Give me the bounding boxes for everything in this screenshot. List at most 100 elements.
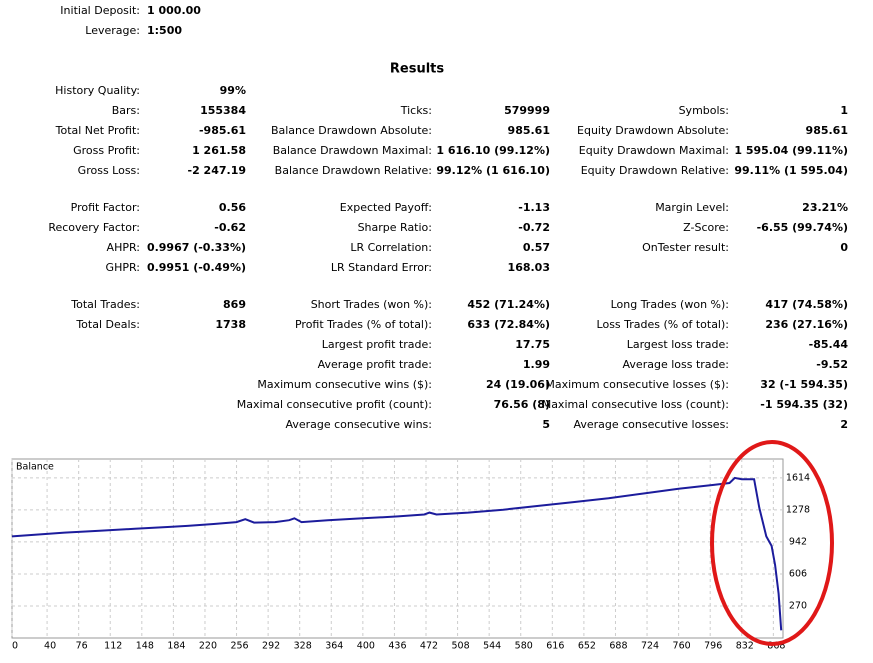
field-value: -9.52 [816,358,848,371]
field-label: Sharpe Ratio: [358,221,432,234]
field-value: 985.61 [806,124,848,137]
field-value: 99% [220,84,246,97]
field-label: Z-Score: [683,221,729,234]
field-value: 1:500 [147,24,182,37]
field-value: 452 (71.24%) [467,298,550,311]
field-label: Balance Drawdown Maximal: [273,144,432,157]
field-value: 869 [223,298,246,311]
x-tick-label: 868 [767,641,785,652]
field-value: 1 [840,104,848,117]
field-value: -6.55 (99.74%) [757,221,848,234]
y-tick-label: 942 [789,536,807,547]
field-label: Average consecutive wins: [285,418,432,431]
field-value: -985.61 [199,124,246,137]
field-value: 633 (72.84%) [467,318,550,331]
field-label: Gross Profit: [73,144,140,157]
field-value: 32 (-1 594.35) [760,378,848,391]
x-tick-label: 328 [294,641,312,652]
field-value: 1738 [215,318,246,331]
field-label: Maximum consecutive wins ($): [257,378,432,391]
field-label: Bars: [112,104,140,117]
field-label: Loss Trades (% of total): [597,318,729,331]
field-value: 1.99 [523,358,550,371]
chart-title: Balance [16,462,54,473]
field-label: Average profit trade: [318,358,432,371]
x-tick-label: 436 [388,641,406,652]
chart-frame [11,458,784,639]
field-value: 579999 [504,104,550,117]
results-title: Results [390,62,444,77]
x-tick-label: 580 [515,641,533,652]
x-tick-label: 256 [230,641,248,652]
field-value: -0.62 [214,221,246,234]
field-label: Long Trades (won %): [611,298,729,311]
field-label: Maximum consecutive losses ($): [545,378,729,391]
x-tick-label: 652 [578,641,596,652]
field-label: Total Net Profit: [55,124,140,137]
field-value: 23.21% [802,201,848,214]
field-value: -1.13 [518,201,550,214]
x-tick-label: 508 [452,641,470,652]
field-value: 0.57 [523,241,550,254]
field-value: 1 000.00 [147,4,201,17]
field-value: 168.03 [508,261,550,274]
x-tick-label: 0 [12,641,18,652]
field-label: Average consecutive losses: [573,418,729,431]
field-value: 0.9951 (-0.49%) [147,261,246,274]
field-label: Expected Payoff: [340,201,432,214]
field-label: Ticks: [400,104,432,117]
field-label: Equity Drawdown Relative: [581,164,729,177]
field-label: Maximal consecutive loss (count): [542,398,729,411]
field-label: Recovery Factor: [48,221,140,234]
field-value: 1 261.58 [192,144,246,157]
field-label: Largest loss trade: [627,338,729,351]
plot: Balance 270 606 942 1278 1614 0 40 76 112 148 184 22… [11,459,810,652]
field-value: 99.12% (1 616.10) [436,164,550,177]
field-value: 236 (27.16%) [765,318,848,331]
field-value: 99.11% (1 595.04) [734,164,848,177]
x-tick-label: 292 [262,641,280,652]
field-label: Average loss trade: [623,358,729,371]
x-tick-label: 112 [104,641,122,652]
field-value: 0.9967 (-0.33%) [147,241,246,254]
field-value: 985.61 [508,124,550,137]
x-tick-label: 148 [136,641,154,652]
field-label: Total Trades: [70,298,140,311]
field-label: LR Standard Error: [331,261,432,274]
field-label: History Quality: [55,84,140,97]
field-label: Balance Drawdown Relative: [275,164,432,177]
field-value: 76.56 (8) [494,398,550,411]
field-label: Equity Drawdown Maximal: [579,144,729,157]
field-value: 1 616.10 (99.12%) [436,144,550,157]
field-value: 417 (74.58%) [765,298,848,311]
field-label: OnTester result: [642,241,729,254]
field-value: 24 (19.06) [486,378,550,391]
field-label: AHPR: [107,241,140,254]
field-value: 0.56 [219,201,246,214]
y-tick-label: 1614 [786,472,810,483]
field-label: Profit Trades (% of total): [295,318,432,331]
field-label: Balance Drawdown Absolute: [271,124,432,137]
field-value: 0 [840,241,848,254]
x-tick-label: 400 [357,641,375,652]
field-label: Maximal consecutive profit (count): [237,398,432,411]
x-tick-label: 76 [76,641,88,652]
field-value: -0.72 [518,221,550,234]
field-label: Equity Drawdown Absolute: [577,124,729,137]
x-tick-label: 364 [325,641,343,652]
x-tick-label: 544 [483,641,501,652]
x-tick-label: 220 [199,641,217,652]
field-label: Symbols: [679,104,729,117]
balance-line [11,476,783,631]
y-tick-label: 606 [789,568,807,579]
field-value: 17.75 [515,338,550,351]
field-value: 5 [542,418,550,431]
field-label: Profit Factor: [71,201,140,214]
field-label: Short Trades (won %): [311,298,432,311]
field-value: -2 247.19 [188,164,247,177]
x-tick-label: 616 [546,641,564,652]
field-label: LR Correlation: [350,241,432,254]
x-tick-label: 184 [167,641,185,652]
